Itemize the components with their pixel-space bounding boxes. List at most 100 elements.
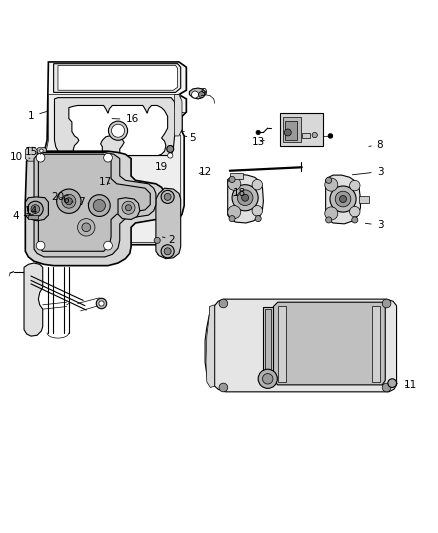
Text: 20: 20 <box>51 192 64 202</box>
Text: 17: 17 <box>99 176 112 187</box>
Circle shape <box>325 217 332 223</box>
Polygon shape <box>54 98 176 156</box>
Polygon shape <box>25 151 165 265</box>
Circle shape <box>252 180 262 190</box>
Circle shape <box>82 223 91 232</box>
Circle shape <box>164 248 171 255</box>
Polygon shape <box>325 175 360 224</box>
Bar <box>28 215 39 219</box>
Text: 8: 8 <box>369 140 383 150</box>
Circle shape <box>256 130 260 135</box>
Circle shape <box>36 205 44 213</box>
Circle shape <box>262 374 273 384</box>
Text: 19: 19 <box>155 162 168 172</box>
Circle shape <box>93 199 106 212</box>
Circle shape <box>284 129 291 136</box>
Text: 11: 11 <box>404 380 417 390</box>
Circle shape <box>312 133 318 138</box>
Circle shape <box>330 186 356 212</box>
Text: 5: 5 <box>184 133 196 143</box>
Circle shape <box>112 124 124 137</box>
Polygon shape <box>215 299 396 392</box>
Circle shape <box>219 383 228 392</box>
Circle shape <box>388 379 396 387</box>
Circle shape <box>36 154 45 162</box>
Circle shape <box>96 298 107 309</box>
Bar <box>230 173 243 180</box>
Circle shape <box>28 201 43 217</box>
Circle shape <box>66 237 72 244</box>
Circle shape <box>325 178 338 191</box>
Circle shape <box>255 215 261 222</box>
Text: 15: 15 <box>25 148 41 157</box>
Circle shape <box>350 180 360 191</box>
Circle shape <box>242 194 249 201</box>
Polygon shape <box>25 147 37 161</box>
Circle shape <box>382 383 391 392</box>
Polygon shape <box>34 152 156 257</box>
Text: 10: 10 <box>10 152 30 162</box>
Text: 18: 18 <box>233 188 247 198</box>
Polygon shape <box>37 148 46 154</box>
Circle shape <box>57 189 81 213</box>
Polygon shape <box>24 263 43 336</box>
Circle shape <box>167 146 174 152</box>
Circle shape <box>99 301 104 306</box>
Circle shape <box>36 241 45 250</box>
Circle shape <box>339 196 346 203</box>
Circle shape <box>328 134 332 138</box>
Bar <box>283 117 301 142</box>
Polygon shape <box>118 198 140 220</box>
Circle shape <box>198 92 205 98</box>
Polygon shape <box>58 66 178 90</box>
Polygon shape <box>156 188 181 259</box>
Text: 13: 13 <box>251 138 265 148</box>
Text: 3: 3 <box>352 167 383 176</box>
Polygon shape <box>189 88 205 99</box>
Circle shape <box>88 195 110 216</box>
Text: 16: 16 <box>112 115 138 124</box>
Circle shape <box>191 91 198 98</box>
Bar <box>372 305 380 382</box>
Circle shape <box>164 193 171 200</box>
Text: 2: 2 <box>162 235 174 245</box>
Circle shape <box>252 206 262 216</box>
Circle shape <box>382 299 391 308</box>
Polygon shape <box>45 62 186 245</box>
Circle shape <box>219 299 228 308</box>
Circle shape <box>40 149 43 152</box>
Polygon shape <box>25 197 48 221</box>
Bar <box>280 113 322 146</box>
Polygon shape <box>228 174 263 223</box>
Circle shape <box>104 241 113 250</box>
Polygon shape <box>39 154 150 251</box>
Bar <box>265 309 271 382</box>
Polygon shape <box>53 63 181 92</box>
Bar <box>278 305 286 382</box>
Text: 7: 7 <box>78 197 88 207</box>
Circle shape <box>352 217 358 223</box>
Text: 9: 9 <box>201 88 207 98</box>
Text: 3: 3 <box>365 220 383 230</box>
Polygon shape <box>175 94 182 136</box>
Circle shape <box>78 219 95 236</box>
Polygon shape <box>206 305 215 387</box>
Bar <box>262 306 273 384</box>
Circle shape <box>237 190 253 206</box>
Circle shape <box>228 177 241 190</box>
Circle shape <box>62 194 76 208</box>
Circle shape <box>31 205 40 213</box>
Bar <box>359 196 369 204</box>
Circle shape <box>38 207 42 211</box>
Circle shape <box>229 176 235 182</box>
Circle shape <box>161 190 174 204</box>
Circle shape <box>168 153 173 158</box>
Circle shape <box>109 121 127 140</box>
Circle shape <box>350 206 360 217</box>
Circle shape <box>229 215 235 222</box>
Bar <box>285 120 297 140</box>
Polygon shape <box>69 106 168 156</box>
Circle shape <box>325 207 338 220</box>
Text: 1: 1 <box>28 111 46 122</box>
Polygon shape <box>273 302 385 385</box>
